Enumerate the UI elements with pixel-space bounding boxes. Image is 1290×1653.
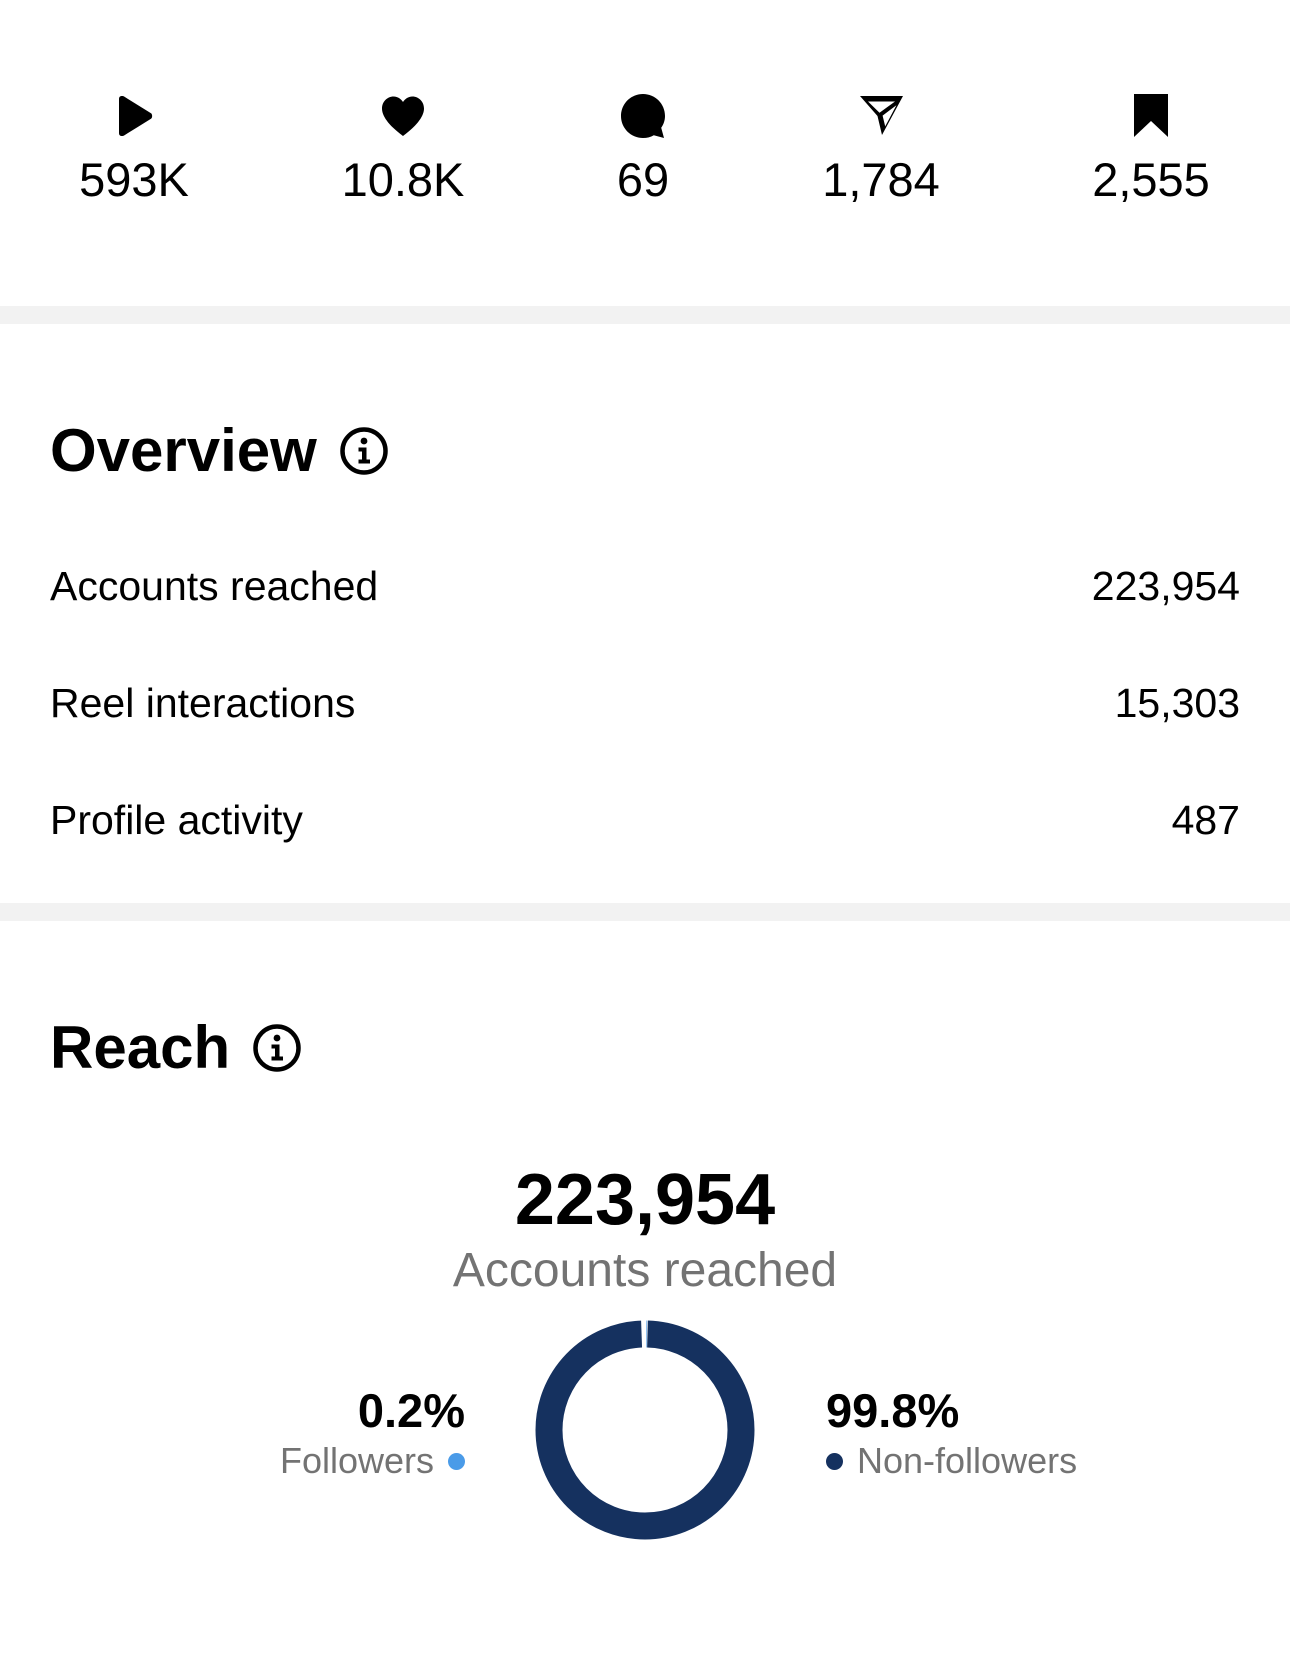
shares-count: 1,784 bbox=[822, 153, 940, 206]
followers-legend-dot bbox=[448, 1452, 465, 1470]
comment-icon bbox=[617, 90, 669, 142]
metric-value: 15,303 bbox=[1114, 680, 1240, 726]
metric-value: 223,954 bbox=[1091, 563, 1240, 609]
followers-legend: Followers bbox=[240, 1439, 465, 1483]
saves-stat: 2,555 bbox=[1031, 90, 1271, 208]
metric-row[interactable]: Reel interactions 15,303 bbox=[50, 673, 1240, 733]
play-icon bbox=[108, 90, 160, 142]
bookmark-icon bbox=[1125, 90, 1177, 142]
overview-title: Overview bbox=[50, 417, 317, 484]
heart-icon bbox=[377, 90, 429, 142]
non-followers-segment bbox=[535, 1320, 755, 1540]
non-followers-percent: 99.8% bbox=[826, 1384, 960, 1437]
section-divider bbox=[0, 903, 1290, 921]
non-followers-legend-dot bbox=[826, 1452, 843, 1470]
shares-stat: 1,784 bbox=[761, 90, 1001, 208]
metric-label: Profile activity bbox=[50, 797, 303, 843]
non-followers-legend: Non-followers bbox=[826, 1439, 1146, 1483]
plays-stat: 593K bbox=[14, 90, 254, 208]
section-divider bbox=[0, 306, 1290, 324]
plays-count: 593K bbox=[79, 153, 189, 206]
reach-caption: Accounts reached bbox=[452, 1244, 838, 1297]
reach-title: Reach bbox=[50, 1014, 231, 1081]
followers-label: Followers bbox=[279, 1440, 434, 1481]
share-icon bbox=[855, 90, 907, 142]
likes-stat: 10.8K bbox=[283, 90, 523, 208]
metric-label: Accounts reached bbox=[50, 563, 379, 609]
non-followers-split: 99.8% Non-followers bbox=[826, 1383, 1146, 1483]
overview-header: Overview bbox=[50, 416, 389, 486]
comments-stat: 69 bbox=[523, 90, 763, 208]
reach-header: Reach bbox=[50, 1013, 302, 1083]
metric-row[interactable]: Accounts reached 223,954 bbox=[50, 556, 1240, 616]
metric-row[interactable]: Profile activity 487 bbox=[50, 790, 1240, 850]
comments-count: 69 bbox=[616, 153, 670, 206]
metric-label: Reel interactions bbox=[50, 680, 356, 726]
non-followers-label: Non-followers bbox=[857, 1440, 1078, 1481]
followers-percent: 0.2% bbox=[357, 1384, 465, 1437]
reach-total: 223,954 bbox=[514, 1160, 776, 1240]
followers-split: 0.2% Followers bbox=[240, 1383, 465, 1483]
reach-donut-chart bbox=[535, 1320, 755, 1540]
metric-value: 487 bbox=[1171, 797, 1240, 843]
stats-row: 593K 10.8K 69 1,784 2,555 bbox=[0, 90, 1290, 230]
saves-count: 2,555 bbox=[1092, 153, 1210, 206]
likes-count: 10.8K bbox=[341, 153, 465, 206]
info-icon[interactable] bbox=[252, 1023, 302, 1073]
info-icon[interactable] bbox=[339, 426, 389, 476]
